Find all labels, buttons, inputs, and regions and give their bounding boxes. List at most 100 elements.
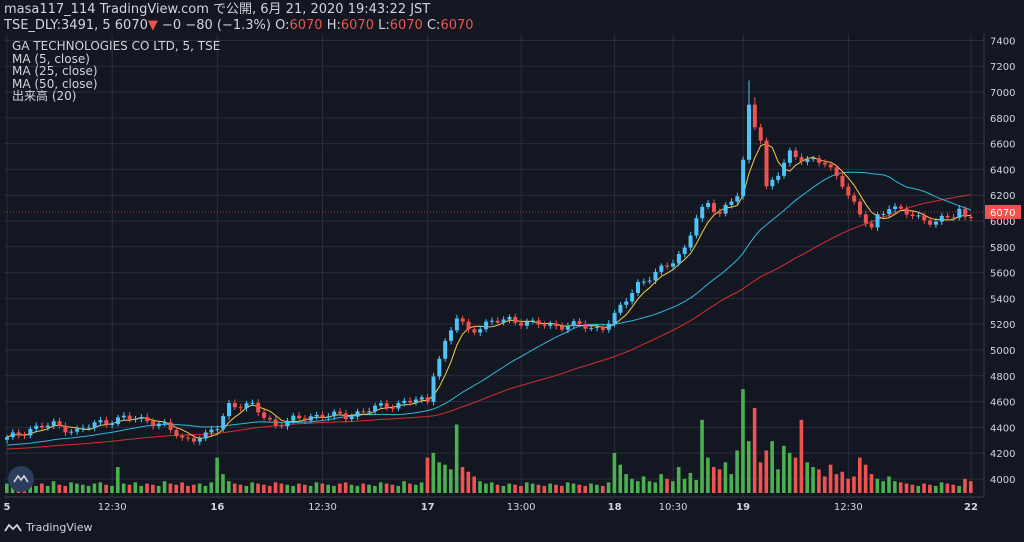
volume-bar [618, 464, 623, 493]
volume-bar [262, 484, 266, 493]
volume-bar [671, 481, 675, 493]
candle-body [443, 340, 448, 359]
volume-bar [267, 485, 272, 493]
legend-ma50[interactable]: MA (50, close) [12, 76, 98, 91]
x-tick-label: 12:30 [834, 502, 863, 513]
candle-body [635, 281, 640, 294]
volume-bar [326, 484, 330, 493]
volume-bar [676, 467, 681, 493]
volume-bar [565, 482, 570, 493]
volume-bar [156, 485, 161, 493]
volume-bar [542, 485, 547, 493]
candle-body [489, 320, 494, 322]
candle-body [600, 326, 605, 330]
volume-bar [893, 481, 897, 493]
moving-averages [6, 143, 972, 450]
volume-bar [116, 467, 120, 493]
volume-bar [700, 419, 704, 493]
volume-bar [694, 480, 699, 493]
volume-bar [197, 483, 202, 493]
candle-body [326, 416, 331, 418]
candle-body [466, 321, 471, 330]
x-tick-label: 19 [736, 502, 750, 513]
volume-bar [875, 478, 880, 493]
candle-body [302, 418, 307, 421]
volume-bar [524, 482, 529, 493]
volume-bar [373, 485, 377, 493]
volume-bar [536, 484, 541, 493]
candle-body [507, 316, 512, 320]
candle-body [933, 221, 938, 225]
candle-body [606, 323, 611, 330]
candle-body [151, 421, 156, 427]
candle-body [431, 376, 436, 402]
volume-bar [834, 474, 839, 493]
volume-bar [40, 483, 44, 493]
candle-body [957, 208, 962, 218]
volume-bar [647, 481, 652, 493]
candle-body [542, 324, 547, 326]
candle-body [5, 437, 9, 440]
volume-bar [828, 464, 833, 493]
candle-body [413, 399, 418, 403]
candle-body [519, 322, 524, 326]
candle-body [746, 104, 751, 160]
ohlc-open-value: 6070 [289, 18, 323, 33]
volume-bar [945, 483, 950, 493]
volume-bar [332, 485, 336, 493]
candle-body [951, 217, 956, 219]
volume-bar [343, 482, 348, 493]
candle-body [524, 321, 529, 326]
volume-bar [495, 484, 500, 493]
candlesticks [5, 80, 973, 446]
candle-body [355, 411, 360, 417]
candle-body [104, 420, 109, 425]
candle-body [98, 420, 103, 423]
candle-body [536, 320, 541, 325]
volume-bar [589, 483, 593, 493]
candle-body [787, 150, 792, 163]
candle-body [793, 150, 798, 158]
tradingview-brand[interactable]: TradingView [4, 521, 92, 534]
volume-bar [501, 485, 506, 493]
legend-volume[interactable]: 出来高 (20) [12, 89, 77, 103]
candle-body [191, 438, 196, 442]
volume-bar [215, 457, 219, 493]
candle-body [75, 428, 80, 432]
volume-bar [133, 482, 138, 493]
volume-bar [437, 462, 441, 493]
candle-body [449, 330, 454, 341]
volume-bar [635, 481, 640, 493]
volume-bar [338, 483, 342, 493]
volume-bar [291, 485, 295, 493]
x-tick-label: 22 [964, 502, 978, 513]
candle-body [34, 425, 39, 429]
volume-bar [139, 485, 143, 493]
legend-ma5[interactable]: MA (5, close) [12, 51, 90, 66]
volume-bar [92, 483, 97, 493]
candle-body [186, 437, 191, 439]
legend-ma25[interactable]: MA (25, close) [12, 64, 98, 78]
candle-body [472, 329, 477, 333]
symbol-info: TSE_DLY:3491, 5 6070▼ −0 −80 (−1.3%) O:6… [4, 18, 474, 34]
volume-bar [127, 484, 132, 493]
volume-bar [367, 484, 371, 493]
x-tick-label: 5 [4, 502, 11, 513]
volume-bar [752, 408, 757, 493]
volume-bar [641, 476, 646, 493]
volume-bar [168, 483, 173, 493]
volume-bar [151, 484, 155, 493]
candle-body [273, 419, 278, 426]
volume-bar [449, 469, 453, 493]
candle-body [454, 318, 459, 331]
candle-body [834, 167, 839, 176]
ohlc-close-value: 6070 [440, 18, 474, 33]
scroll-to-realtime-button[interactable] [8, 466, 34, 492]
candle-body [548, 323, 553, 326]
candle-body [752, 104, 757, 128]
volume-bar [320, 483, 325, 493]
volume-bar [273, 482, 278, 493]
candle-body [484, 321, 489, 330]
candle-body [612, 312, 617, 324]
